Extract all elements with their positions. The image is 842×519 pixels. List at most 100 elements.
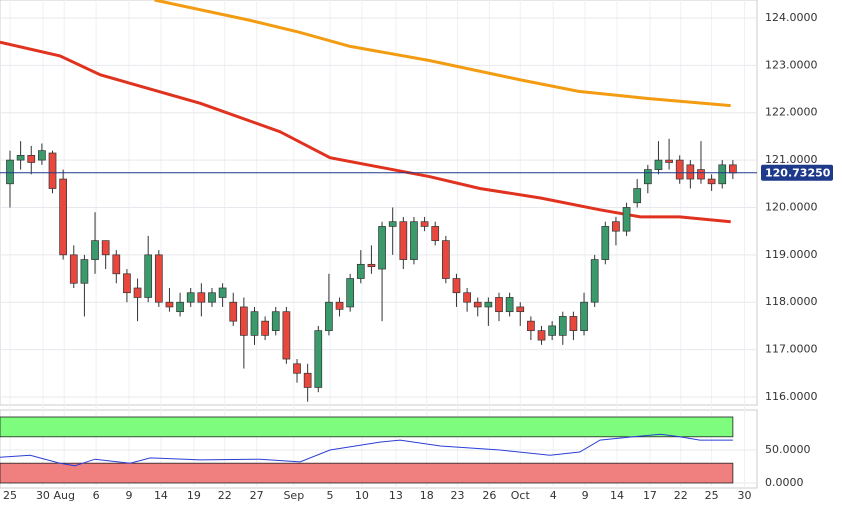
- candle-body: [622, 207, 631, 232]
- candle-body: [261, 320, 269, 336]
- candle-body: [378, 226, 386, 270]
- candle-body: [410, 221, 418, 260]
- x-tick-label: 18: [420, 489, 434, 502]
- x-tick-label: 14: [610, 489, 624, 502]
- candle-body: [431, 226, 440, 241]
- y-tick-label: 118.0000: [765, 295, 818, 308]
- candle-body: [580, 301, 588, 331]
- candle-body: [516, 306, 525, 313]
- x-tick-label: 30: [738, 489, 752, 502]
- x-tick-label: 4: [550, 489, 557, 502]
- candle-body: [537, 330, 546, 341]
- candle-body: [186, 292, 195, 303]
- y-tick-label: 116.0000: [765, 390, 818, 403]
- y-tick-label: 50.0000: [765, 443, 811, 456]
- candle-body: [335, 301, 344, 310]
- x-tick-label: 6: [93, 489, 100, 502]
- x-tick-label: 30: [36, 489, 50, 502]
- x-tick-label: 26: [482, 489, 496, 502]
- candle-body: [356, 263, 365, 279]
- moving-average: [154, 0, 731, 108]
- candle-body: [367, 263, 376, 268]
- panel-frame: [0, 409, 758, 489]
- candle-body: [665, 159, 673, 163]
- y-tick-label: 117.0000: [765, 343, 818, 356]
- x-tick-label: Oct: [511, 489, 531, 502]
- x-tick-label: 22: [674, 489, 688, 502]
- candle-body: [282, 311, 291, 360]
- y-tick-label: 124.0000: [765, 11, 818, 24]
- candle-body: [654, 159, 663, 170]
- candle-body: [176, 301, 184, 313]
- last-price-box: [761, 164, 833, 181]
- oscillator-line: [0, 433, 733, 467]
- candle-body: [38, 150, 46, 161]
- candle-body: [271, 311, 280, 331]
- candle-body: [154, 254, 163, 303]
- x-tick-label: 23: [451, 489, 465, 502]
- candle-body: [484, 301, 493, 308]
- candle-body: [558, 316, 567, 336]
- candle-body: [240, 306, 248, 336]
- candle-body: [133, 287, 142, 298]
- x-tick-label: Aug: [53, 489, 74, 502]
- candle-body: [293, 363, 301, 374]
- candle-body: [144, 254, 153, 298]
- candle-body: [643, 169, 652, 185]
- x-tick-label: 22: [218, 489, 232, 502]
- candle-body: [633, 188, 642, 204]
- candle-body: [452, 278, 461, 294]
- candle-body: [707, 178, 716, 185]
- candle-body: [463, 292, 471, 303]
- candle-body: [80, 259, 89, 284]
- candle-body: [505, 297, 514, 313]
- candle-body: [590, 259, 599, 303]
- x-tick-label: 27: [250, 489, 264, 502]
- last-price-label: 120.73250: [765, 166, 831, 179]
- candle-body: [325, 301, 333, 331]
- x-tick-label: 19: [187, 489, 201, 502]
- band: [0, 462, 734, 484]
- moving-average: [0, 40, 731, 224]
- x-tick-label: 25: [705, 489, 719, 502]
- panel-frame: [0, 0, 758, 406]
- candle-body: [27, 155, 36, 163]
- candle-body: [123, 273, 131, 294]
- candle-body: [112, 254, 121, 275]
- candle-body: [399, 221, 408, 260]
- x-tick-label: 5: [326, 489, 333, 502]
- y-tick-label: 0.0000: [765, 476, 804, 489]
- candle-body: [388, 221, 397, 227]
- x-tick-label: 17: [643, 489, 657, 502]
- y-tick-label: 121.0000: [765, 153, 818, 166]
- candle-body: [16, 155, 25, 161]
- candle-body: [250, 311, 259, 336]
- candle-body: [697, 169, 705, 180]
- candle-body: [675, 159, 684, 180]
- band: [0, 416, 734, 438]
- candle-body: [473, 301, 482, 308]
- candle-body: [101, 240, 110, 256]
- x-tick-label: 25: [3, 489, 17, 502]
- candle-body: [718, 164, 727, 185]
- candle-body: [527, 320, 535, 331]
- x-tick-label: 9: [126, 489, 133, 502]
- candle-body: [686, 164, 695, 180]
- candle-body: [208, 292, 216, 303]
- candle-body: [69, 254, 78, 284]
- x-tick-label: 9: [582, 489, 589, 502]
- candle-body: [548, 325, 556, 336]
- candle-body: [165, 301, 174, 308]
- candle-body: [59, 178, 67, 256]
- candle-body: [218, 287, 227, 298]
- candle-body: [346, 278, 355, 308]
- candle-body: [314, 330, 323, 388]
- candle-body: [303, 372, 312, 388]
- x-tick-label: 13: [389, 489, 403, 502]
- candle-body: [91, 240, 99, 260]
- candle-body: [420, 221, 429, 227]
- y-tick-label: 123.0000: [765, 58, 818, 71]
- y-tick-label: 119.0000: [765, 248, 818, 261]
- y-tick-label: 120.0000: [765, 200, 818, 213]
- candle-body: [601, 226, 610, 260]
